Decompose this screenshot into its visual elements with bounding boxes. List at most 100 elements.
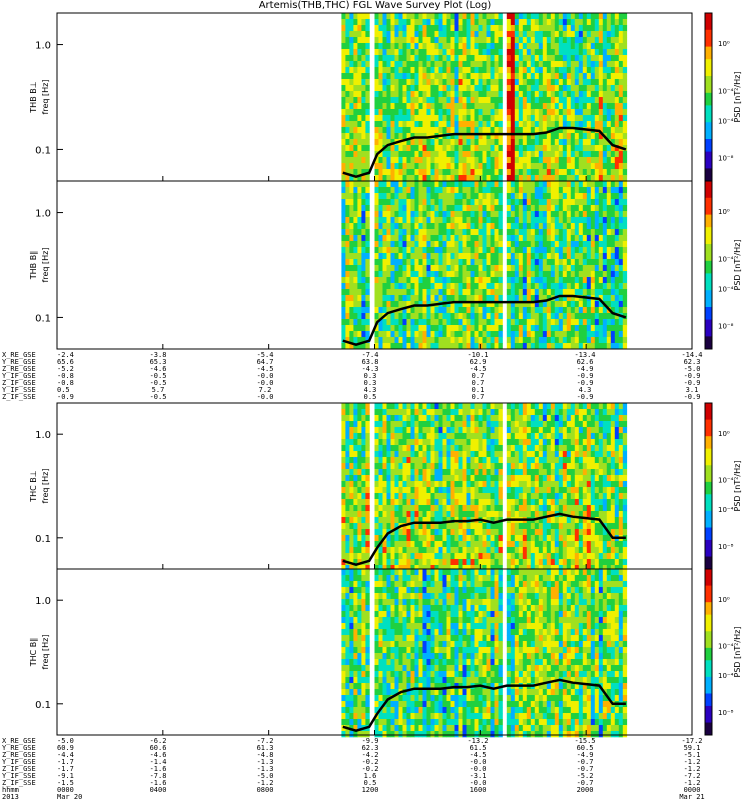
heatmap-cell [446,229,451,236]
heatmap-cell [578,253,584,260]
heatmap-cell [586,217,592,224]
heatmap-cell [538,25,544,32]
heatmap-cell [610,103,616,110]
heatmap-cell [510,187,516,194]
heatmap-cell [602,331,608,338]
heatmap-cell [418,217,423,224]
heatmap-cell [570,79,576,86]
heatmap-cell [554,49,560,56]
heatmap-cell [406,241,411,248]
heatmap-cell [462,313,467,320]
heatmap-cell [590,19,596,26]
heatmap-cell [353,493,358,500]
heatmap-cell [390,403,395,410]
heatmap-cell [462,61,467,68]
heatmap-cell [550,109,556,116]
heatmap-cell [546,31,552,38]
heatmap-cell [426,553,431,560]
heatmap-cell [406,421,411,428]
heatmap-cell [374,187,379,194]
heatmap-cell [462,499,467,506]
heatmap-cell [534,253,540,260]
heatmap-cell [418,49,423,56]
heatmap-cell [378,127,383,134]
heatmap-cell [422,97,427,104]
heatmap-cell [426,115,431,122]
heatmap-cell [558,25,564,32]
heatmap-cell [606,301,612,308]
heatmap-cell [574,139,580,146]
heatmap-cell [418,487,423,494]
heatmap-cell [398,85,403,92]
heatmap-cell [430,205,435,212]
heatmap-cell [470,49,475,56]
heatmap-cell [526,271,532,278]
heatmap-cell [418,511,423,518]
heatmap-cell [550,37,556,44]
heatmap-cell [398,229,403,236]
heatmap-cell [394,115,399,122]
heatmap-cell [418,241,423,248]
heatmap-cell [378,289,383,296]
heatmap-cell [486,499,491,506]
heatmap-cell [390,259,395,266]
heatmap-cell [426,157,431,164]
heatmap-cell [578,139,584,146]
heatmap-cell [562,187,568,194]
heatmap-cell [365,163,370,170]
heatmap-cell [378,481,383,488]
heatmap-cell [353,121,358,128]
heatmap-cell [450,121,455,128]
heatmap-cell [390,25,395,32]
heatmap-cell [546,115,552,122]
heatmap-cell [458,19,463,26]
heatmap-cell [406,73,411,80]
heatmap-cell [610,181,616,188]
heatmap-cell [446,427,451,434]
colorbar-swatch [705,172,712,178]
heatmap-cell [414,283,419,290]
heatmap-cell [602,13,608,20]
heatmap-cell [610,319,616,326]
heatmap-cell [434,85,439,92]
heatmap-cell [458,25,463,32]
heatmap-cell [522,217,528,224]
heatmap-cell [357,157,362,164]
heatmap-cell [345,91,350,98]
colorbar-swatch [705,118,712,123]
heatmap-cell [514,241,520,248]
heatmap-cell [390,145,395,152]
heatmap-cell [622,289,628,296]
heatmap-cell [522,163,528,170]
heatmap-cell [365,421,370,428]
heatmap-cell [610,151,616,158]
heatmap-cell [530,235,536,242]
heatmap-cell [349,493,354,500]
heatmap-cell [594,271,600,278]
heatmap-cell [490,277,495,284]
heatmap-cell [345,55,350,62]
heatmap-cell [550,175,556,182]
heatmap-cell [394,259,399,266]
heatmap-cell [345,205,350,212]
heatmap-cell [442,55,447,62]
heatmap-cell [622,37,628,44]
heatmap-cell [470,151,475,158]
heatmap-cell [542,211,548,218]
heatmap-cell [486,547,491,554]
heatmap-cell [558,259,564,266]
heatmap-cell [410,565,415,572]
heatmap-cell [390,271,395,278]
heatmap-cell [478,559,483,566]
spectrogram-panel-1 [56,12,713,182]
heatmap-cell [353,61,358,68]
heatmap-cell [361,271,366,278]
heatmap-cell [345,421,350,428]
heatmap-cell [446,73,451,80]
heatmap-cell [365,475,370,482]
heatmap-cell [566,241,572,248]
heatmap-cell [594,151,600,158]
heatmap-cell [430,481,435,488]
heatmap-cell [466,235,471,242]
heatmap-cell [386,109,391,116]
